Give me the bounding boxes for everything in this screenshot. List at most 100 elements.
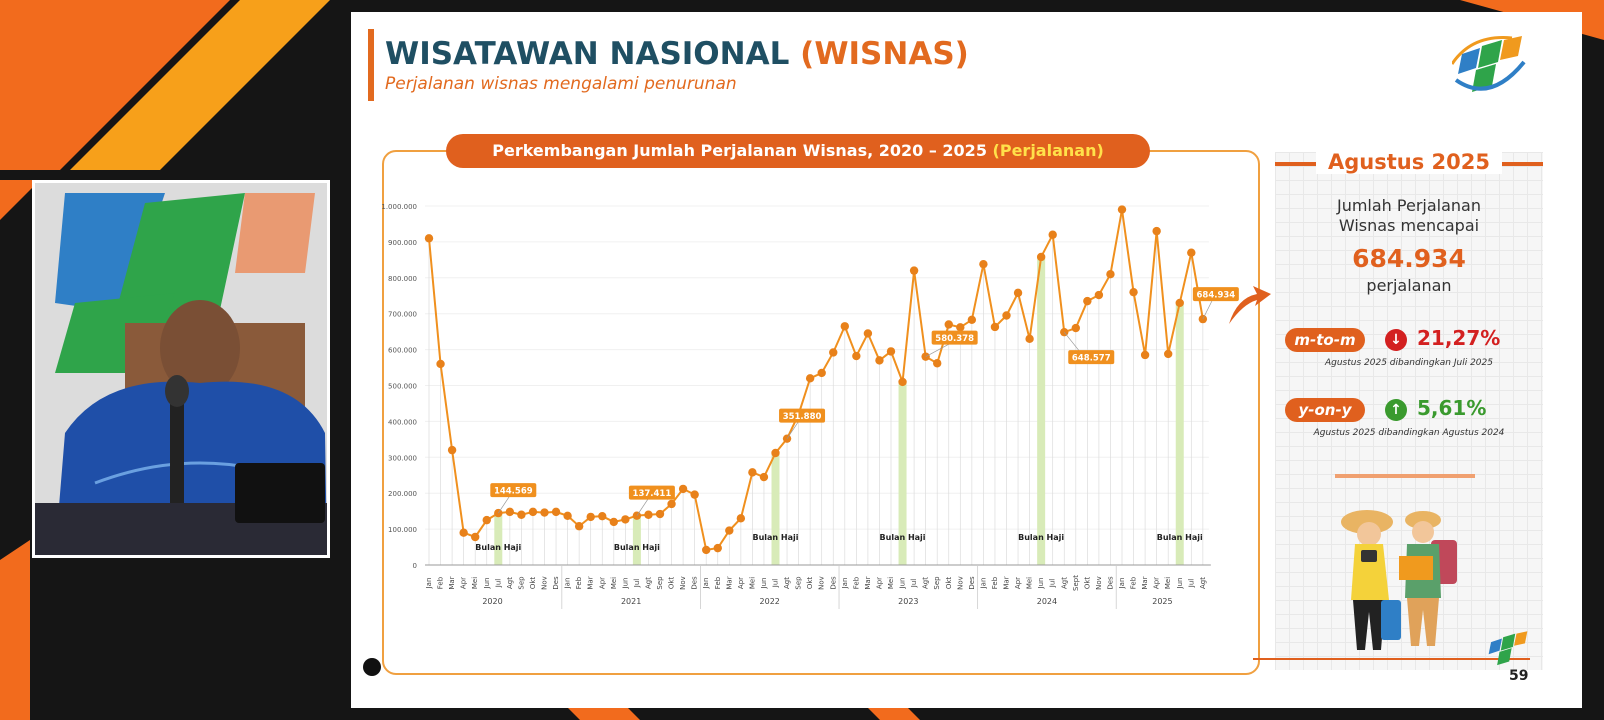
month-tick-label: Mar — [1003, 576, 1011, 589]
edit-icon[interactable] — [363, 658, 381, 676]
data-point — [690, 490, 699, 499]
page-number: 59 — [1509, 668, 1529, 684]
data-point — [447, 445, 457, 455]
data-point — [424, 234, 434, 243]
callout-leader — [1202, 298, 1214, 320]
data-point — [1106, 270, 1115, 279]
month-tick-label: Mei — [748, 577, 756, 589]
callout-leader — [636, 497, 650, 516]
data-point — [1060, 327, 1069, 337]
data-point — [1025, 334, 1034, 344]
title-accent-bar — [368, 29, 374, 101]
haji-bar — [1175, 302, 1184, 565]
month-tick-label: Apr — [598, 577, 606, 589]
data-point — [1152, 226, 1161, 236]
mtm-note: Agustus 2025 dibandingkan Juli 2025 — [1324, 358, 1493, 368]
month-tick-label: Mei — [610, 577, 618, 589]
month-tick-label: Jan — [564, 578, 572, 590]
data-point — [863, 329, 873, 338]
year-label: 2023 — [898, 597, 918, 606]
month-tick-label: Agt — [506, 577, 514, 589]
data-point — [852, 351, 861, 361]
data-point — [736, 514, 746, 523]
data-point — [759, 472, 769, 482]
month-tick-label: Okt — [529, 577, 537, 590]
data-point — [1048, 230, 1057, 239]
slide-subtitle: Perjalanan wisnas mengalami penurunan — [385, 74, 737, 94]
month-tick-label: Jun — [899, 578, 907, 590]
y-tick-label: 900.000 — [388, 239, 417, 247]
slide-title-accent: (WISNAS) — [800, 36, 969, 72]
data-point — [1140, 350, 1150, 360]
month-tick-label: Apr — [737, 577, 745, 589]
callout-label: 144.569 — [494, 487, 533, 497]
data-point — [678, 484, 688, 494]
callout-label: 580.378 — [935, 334, 974, 344]
month-tick-label: Okt — [806, 577, 814, 590]
panel-heading-text: Agustus 2025 — [1316, 150, 1502, 174]
month-tick-label: Jan — [979, 578, 987, 590]
haji-label: Bulan Haji — [614, 543, 660, 552]
month-tick-label: Feb — [714, 576, 722, 589]
chart-title-main: Perkembangan Jumlah Perjalanan Wisnas, 2… — [492, 141, 987, 160]
month-tick-label: Mar — [587, 576, 595, 589]
month-tick-label: Jun — [621, 578, 629, 590]
data-point — [817, 368, 826, 378]
data-point — [898, 377, 907, 387]
month-tick-label: Des — [552, 576, 560, 590]
panel-heading: Agustus 2025 — [1275, 150, 1543, 174]
callout-label: 684.934 — [1196, 291, 1235, 301]
data-point — [598, 511, 607, 521]
data-point — [482, 515, 491, 525]
month-tick-label: Agt — [644, 577, 652, 589]
data-point — [840, 322, 849, 331]
month-tick-label: Mei — [887, 577, 895, 589]
month-tick-label: Agt — [1060, 577, 1068, 589]
data-point — [725, 526, 734, 535]
slide: WISATAWAN NASIONAL (WISNAS) Perjalanan w… — [351, 12, 1582, 708]
panel-value: 684.934 — [1352, 244, 1466, 273]
haji-bar — [494, 513, 503, 565]
panel-separator — [1335, 474, 1475, 478]
month-tick-label: Apr — [875, 577, 883, 589]
y-tick-label: 700.000 — [388, 311, 417, 319]
callout-label: 137.411 — [633, 489, 672, 499]
y-tick-label: 400.000 — [388, 418, 417, 426]
y-tick-label: 600.000 — [388, 347, 417, 355]
data-point — [609, 517, 618, 527]
presenter-image — [35, 183, 327, 555]
data-point — [528, 507, 538, 517]
data-point — [459, 528, 468, 537]
month-tick-label: Okt — [945, 577, 953, 590]
year-label: 2020 — [482, 597, 502, 606]
data-point — [667, 499, 676, 509]
haji-bar — [632, 515, 641, 565]
month-tick-label: Agt — [922, 577, 930, 589]
data-point — [967, 315, 977, 325]
haji-label: Bulan Haji — [1157, 533, 1203, 542]
data-point — [956, 323, 965, 332]
chart-title: Perkembangan Jumlah Perjalanan Wisnas, 2… — [446, 134, 1150, 168]
month-tick-label: Sep — [517, 576, 525, 590]
month-tick-label: Jul — [772, 579, 780, 589]
callout-box — [779, 408, 826, 423]
month-tick-label: Apr — [460, 577, 468, 589]
data-point — [1013, 288, 1023, 298]
line-chart: 0 100.000 200.000 300.000 400.000 500.000 600.… — [381, 203, 1239, 609]
y-tick-label: 500.000 — [388, 383, 417, 391]
bps-small-logo-icon — [1488, 631, 1528, 666]
y-tick-label: 800.000 — [388, 275, 417, 283]
callout-leader — [498, 494, 511, 514]
month-tick-label: Des — [1106, 576, 1114, 590]
data-point — [517, 510, 526, 519]
month-tick-label: Des — [829, 576, 837, 590]
haji-bar — [771, 452, 780, 565]
year-label: 2022 — [760, 597, 780, 606]
data-point — [805, 374, 815, 383]
y-tick-label: 200.000 — [388, 490, 417, 498]
month-tick-label: Des — [968, 576, 976, 590]
data-point — [886, 347, 896, 356]
callout-box — [490, 483, 537, 498]
data-point — [979, 259, 988, 269]
data-point — [540, 508, 549, 517]
